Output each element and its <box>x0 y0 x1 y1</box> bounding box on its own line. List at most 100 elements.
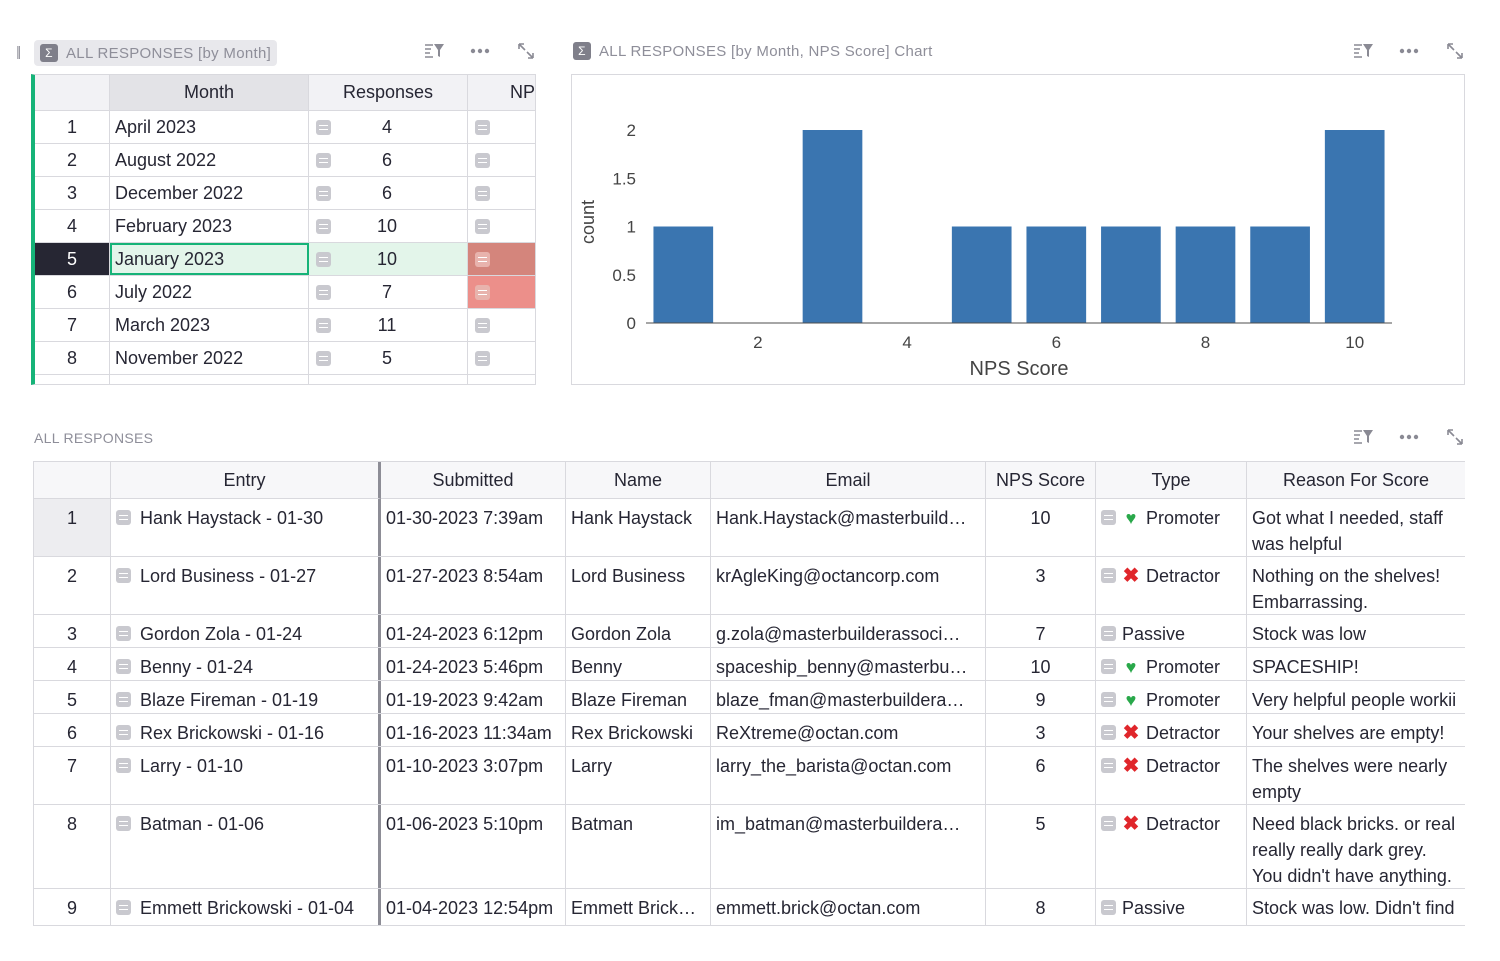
reference-list-icon[interactable] <box>1101 626 1116 642</box>
month-row[interactable]: 1 April 2023 4 <box>35 111 535 144</box>
sort-filter-icon[interactable] <box>1352 40 1374 62</box>
sort-filter-icon[interactable] <box>423 40 445 62</box>
nps-score-cell[interactable]: 10 <box>986 499 1096 556</box>
more-options-icon[interactable] <box>469 40 491 62</box>
column-header-reason[interactable]: Reason For Score <box>1247 462 1465 499</box>
reference-list-icon[interactable] <box>1101 692 1116 708</box>
reference-list-icon[interactable] <box>316 251 331 267</box>
row-number[interactable]: 1 <box>35 111 110 143</box>
month-cell[interactable]: April 2023 <box>110 111 309 143</box>
nps-score-cell[interactable]: 6 <box>986 747 1096 804</box>
reason-cell[interactable]: Need black bricks. or real really really… <box>1247 805 1465 888</box>
responses-cell[interactable]: 6 <box>309 177 468 209</box>
row-number[interactable]: 7 <box>34 747 111 804</box>
responses-cell[interactable]: 10 <box>309 243 468 275</box>
name-cell[interactable]: Benny <box>566 648 711 680</box>
reason-cell[interactable]: SPACESHIP! <box>1247 648 1465 680</box>
entry-cell[interactable]: Larry - 01-10 <box>111 747 381 804</box>
drag-handle-icon[interactable]: || <box>16 43 21 59</box>
reason-cell[interactable]: Stock was low. Didn't find <box>1247 889 1465 925</box>
table-row[interactable]: 7 Larry - 01-10 01-10-2023 3:07pm Larry larr… <box>34 747 1465 805</box>
row-number[interactable]: 8 <box>35 342 110 374</box>
table-row[interactable]: 5 Blaze Fireman - 01-19 01-19-2023 9:42am B… <box>34 681 1465 714</box>
entry-cell[interactable]: Batman - 01-06 <box>111 805 381 888</box>
name-cell[interactable]: Emmett Brick… <box>566 889 711 925</box>
reason-cell[interactable]: Nothing on the shelves! Embarrassing. <box>1247 557 1465 614</box>
column-header-nps[interactable]: NP <box>468 75 535 111</box>
name-cell[interactable]: Hank Haystack <box>566 499 711 556</box>
row-number[interactable]: 9 <box>34 889 111 925</box>
submitted-cell[interactable]: 01-27-2023 8:54am <box>381 557 566 614</box>
chart-bar[interactable] <box>653 226 714 324</box>
type-cell[interactable]: ♥ Promoter <box>1096 681 1247 713</box>
reference-list-icon[interactable] <box>316 350 331 366</box>
reason-cell[interactable]: Very helpful people workii <box>1247 681 1465 713</box>
responses-cell[interactable]: 6 <box>309 144 468 176</box>
entry-cell[interactable]: Hank Haystack - 01-30 <box>111 499 381 556</box>
month-row[interactable]: 5 January 2023 10 <box>35 243 535 276</box>
responses-cell[interactable]: 10 <box>309 210 468 242</box>
column-header-nps-score[interactable]: NPS Score <box>986 462 1096 499</box>
responses-cell[interactable]: 11 <box>309 309 468 341</box>
name-cell[interactable]: Lord Business <box>566 557 711 614</box>
name-cell[interactable]: Gordon Zola <box>566 615 711 647</box>
reference-list-icon[interactable] <box>116 659 131 675</box>
nps-score-cell[interactable]: 8 <box>986 889 1096 925</box>
row-number[interactable]: 7 <box>35 309 110 341</box>
month-cell[interactable]: November 2022 <box>110 342 309 374</box>
table-row[interactable]: 3 Gordon Zola - 01-24 01-24-2023 6:12pm Gor… <box>34 615 1465 648</box>
entry-cell[interactable]: Rex Brickowski - 01-16 <box>111 714 381 746</box>
table-row[interactable]: 4 Benny - 01-24 01-24-2023 5:46pm Benny spac… <box>34 648 1465 681</box>
reference-list-icon[interactable] <box>475 350 490 366</box>
email-cell[interactable]: im_batman@masterbuildera… <box>711 805 986 888</box>
reference-list-icon[interactable] <box>475 317 490 333</box>
name-cell[interactable]: Batman <box>566 805 711 888</box>
submitted-cell[interactable]: 01-10-2023 3:07pm <box>381 747 566 804</box>
reference-list-icon[interactable] <box>116 900 131 916</box>
nps-cell[interactable] <box>468 276 535 308</box>
month-cell[interactable]: July 2022 <box>110 276 309 308</box>
reason-cell[interactable]: Your shelves are empty! <box>1247 714 1465 746</box>
month-table-title-pill[interactable]: Σ ALL RESPONSES [by Month] <box>34 40 278 66</box>
month-cell[interactable]: December 2022 <box>110 177 309 209</box>
entry-cell[interactable]: Emmett Brickowski - 01-04 <box>111 889 381 925</box>
row-number[interactable]: 8 <box>34 805 111 888</box>
reason-cell[interactable]: Stock was low <box>1247 615 1465 647</box>
table-row[interactable]: 6 Rex Brickowski - 01-16 01-16-2023 11:34a… <box>34 714 1465 747</box>
row-number[interactable]: 2 <box>34 557 111 614</box>
reference-list-icon[interactable] <box>116 568 131 584</box>
chart-bar[interactable] <box>802 130 863 323</box>
table-row[interactable]: 8 Batman - 01-06 01-06-2023 5:10pm Batman im… <box>34 805 1465 889</box>
reference-list-icon[interactable] <box>316 185 331 201</box>
email-cell[interactable]: emmett.brick@octan.com <box>711 889 986 925</box>
reference-list-icon[interactable] <box>316 284 331 300</box>
column-header-submitted[interactable]: Submitted <box>381 462 566 499</box>
table-row[interactable]: 2 Lord Business - 01-27 01-27-2023 8:54am L… <box>34 557 1465 615</box>
submitted-cell[interactable]: 01-24-2023 5:46pm <box>381 648 566 680</box>
reference-list-icon[interactable] <box>475 152 490 168</box>
column-header-name[interactable]: Name <box>566 462 711 499</box>
email-cell[interactable]: larry_the_barista@octan.com <box>711 747 986 804</box>
nps-cell[interactable] <box>468 243 535 275</box>
type-cell[interactable]: ✖ Detractor <box>1096 557 1247 614</box>
table-row[interactable]: 1 Hank Haystack - 01-30 01-30-2023 7:39am H… <box>34 499 1465 557</box>
row-number[interactable]: 1 <box>34 499 111 556</box>
nps-cell[interactable] <box>468 309 535 341</box>
reference-list-icon[interactable] <box>316 152 331 168</box>
expand-icon[interactable] <box>515 40 537 62</box>
chart-bar[interactable] <box>1250 226 1310 324</box>
type-cell[interactable]: ✖ Detractor <box>1096 714 1247 746</box>
nps-cell[interactable] <box>468 210 535 242</box>
nps-cell[interactable] <box>468 177 535 209</box>
submitted-cell[interactable]: 01-30-2023 7:39am <box>381 499 566 556</box>
submitted-cell[interactable]: 01-19-2023 9:42am <box>381 681 566 713</box>
reference-list-icon[interactable] <box>1101 510 1116 526</box>
submitted-cell[interactable]: 01-06-2023 5:10pm <box>381 805 566 888</box>
type-cell[interactable]: ♥ Promoter <box>1096 648 1247 680</box>
more-options-icon[interactable] <box>1398 426 1420 448</box>
nps-cell[interactable] <box>468 144 535 176</box>
column-header-email[interactable]: Email <box>711 462 986 499</box>
nps-score-cell[interactable]: 5 <box>986 805 1096 888</box>
reason-cell[interactable]: The shelves were nearly empty <box>1247 747 1465 804</box>
email-cell[interactable]: Hank.Haystack@masterbuild… <box>711 499 986 556</box>
